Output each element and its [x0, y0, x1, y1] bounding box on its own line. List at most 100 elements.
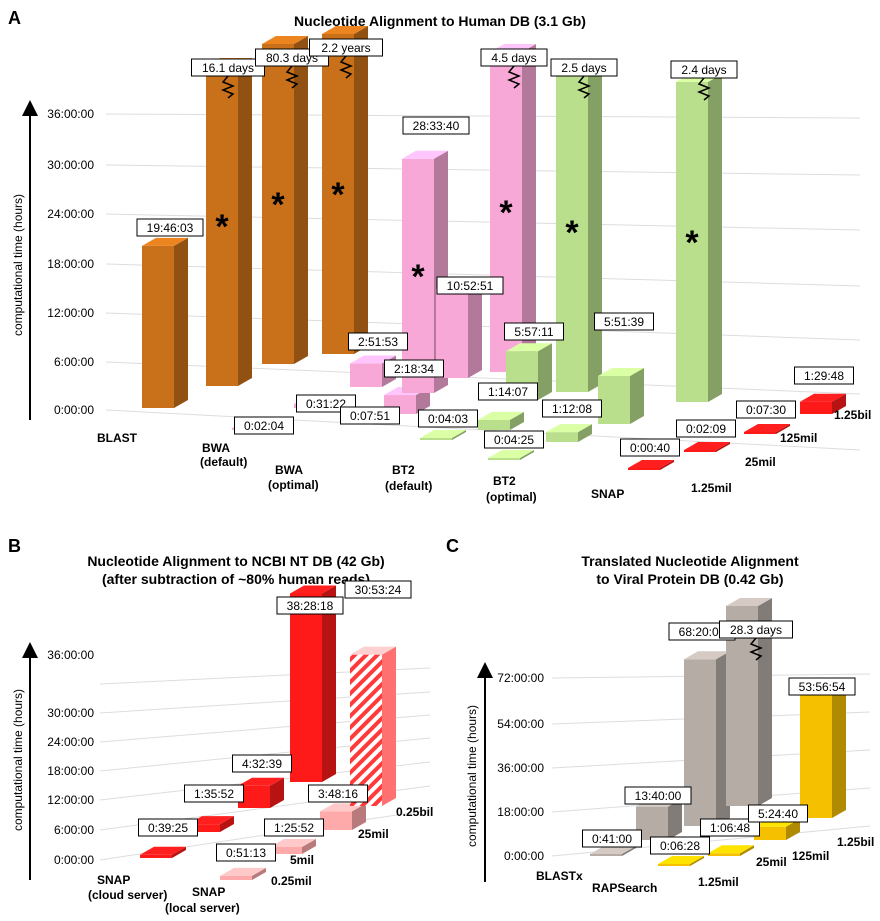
data-label: 5:57:11 [504, 322, 564, 341]
bar-side [690, 856, 704, 866]
bar [142, 237, 188, 408]
panel-b-ytick: 6:00:00 [54, 823, 94, 837]
panel-c-letter: C [446, 536, 459, 556]
data-label: 5:51:39 [594, 312, 654, 331]
depth-label: 25mil [756, 855, 787, 869]
category-sublabel: (optimal) [268, 478, 319, 492]
data-label: 1:29:48 [794, 366, 854, 385]
significance-star: * [411, 258, 425, 296]
data-label-text: 80.3 days [266, 51, 318, 65]
depth-label: 125mil [780, 431, 817, 445]
panel-a-y-axis-title: computational time (hours) [11, 194, 25, 336]
bar-top [684, 442, 730, 450]
data-label: 0:07:51 [340, 406, 400, 425]
data-label-box [402, 116, 470, 135]
data-label: 0:02:04 [234, 416, 294, 435]
data-label-text: 2.2 years [321, 41, 370, 55]
panel-a-letter: A [8, 8, 21, 28]
axis-break-icon [506, 65, 522, 89]
bar-side [758, 598, 772, 806]
panel-c-ytick: 18:00:00 [497, 805, 544, 819]
bar-top [488, 450, 534, 458]
data-label-box [700, 818, 760, 837]
panel-a-ytick: 18:00:00 [47, 257, 94, 271]
data-label-text: 10:52:51 [447, 279, 494, 293]
data-label-box [436, 276, 504, 295]
bar: * [262, 36, 308, 364]
bar-top [708, 845, 754, 854]
category-label: SNAP [192, 885, 225, 899]
bar-front [220, 875, 252, 880]
bar-side [538, 343, 552, 400]
data-label: 4.5 days [480, 48, 548, 89]
bar-front [402, 158, 434, 393]
data-label: 2.4 days [670, 60, 738, 101]
data-label-text: 0:41:00 [592, 832, 632, 846]
data-label-text: 0:51:13 [226, 846, 266, 860]
panel-a-depth-labels: 1.25mil 25mil 125mil 1.25bil [691, 408, 871, 495]
bar-front [628, 468, 660, 470]
data-label-text: 0:07:30 [746, 403, 786, 417]
category-label: BWA [275, 463, 303, 477]
panel-c-ytick: 0:00:00 [504, 849, 544, 863]
data-label-text: 5:57:11 [514, 325, 553, 339]
panel-b-subtitle: (after subtraction of ~80% human reads) [102, 571, 370, 587]
data-label-box [504, 322, 564, 341]
data-label: 53:56:54 [788, 677, 856, 696]
bar [488, 450, 534, 460]
panel-a-ytick: 30:00:00 [47, 158, 94, 172]
bar-front [206, 66, 238, 386]
data-label: 0:04:03 [418, 409, 478, 428]
bar-side [622, 846, 636, 856]
bar-side [510, 411, 524, 430]
bar [800, 678, 846, 818]
bar-front [188, 824, 220, 832]
data-label-box [384, 359, 444, 378]
data-label-box [748, 804, 808, 823]
data-label-box [264, 818, 324, 837]
bar-side [302, 838, 316, 854]
category-sublabel: (default) [200, 455, 247, 469]
bar [220, 867, 266, 880]
bar-side [468, 280, 482, 378]
data-label-text: 3:48:16 [318, 787, 358, 801]
category-label: SNAP [591, 487, 624, 501]
bar-side [238, 58, 252, 386]
data-label-box [136, 218, 204, 237]
panel-a-ytick: 24:00:00 [47, 207, 94, 221]
bar-side [270, 777, 284, 808]
bar-front [684, 450, 716, 452]
bar [350, 646, 396, 806]
data-label-text: 4.5 days [491, 51, 536, 65]
bar-front [290, 593, 322, 782]
category-sublabel: (local server) [165, 901, 240, 915]
bar-side [354, 26, 368, 354]
data-label: 28:33:40 [402, 116, 470, 135]
bar-side [220, 816, 234, 832]
bar-top [238, 777, 284, 786]
bar-side [668, 798, 682, 840]
bar [726, 598, 772, 806]
data-label-text: 0:31:22 [306, 397, 346, 411]
axis-break-icon [748, 637, 764, 661]
data-label-text: 0:04:25 [494, 433, 534, 447]
data-label-text: 2.4 days [681, 63, 726, 77]
bar [708, 845, 754, 856]
bar-side [776, 424, 790, 434]
data-label: 0:41:00 [582, 829, 642, 848]
bar [188, 816, 234, 832]
bar-front [546, 432, 578, 442]
bar: * [206, 58, 252, 386]
bar-top [290, 585, 336, 594]
bar-side [660, 460, 674, 470]
data-label-box [216, 843, 276, 862]
bar-front [262, 44, 294, 364]
bar-front [590, 854, 622, 856]
category-label: SNAP [97, 873, 130, 887]
bar-front [490, 52, 522, 372]
data-label-text: 1:25:52 [274, 821, 314, 835]
bar-top [188, 816, 234, 825]
data-label-text: 53:56:54 [799, 680, 846, 694]
data-label-box [184, 784, 244, 803]
data-label-text: 1:14:07 [488, 385, 528, 399]
